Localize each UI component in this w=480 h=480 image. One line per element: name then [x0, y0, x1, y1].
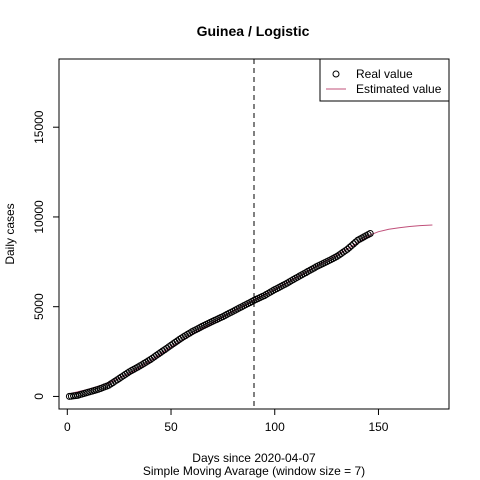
- real-value-series: [65, 230, 374, 400]
- legend-box: [319, 58, 450, 102]
- x-tick-label: 150: [368, 420, 388, 434]
- legend-real-marker: [332, 70, 340, 78]
- y-tick-label: 0: [32, 393, 46, 400]
- real-value-point: [350, 240, 358, 248]
- x-tick-label: 50: [164, 420, 178, 434]
- real-value-point: [366, 230, 374, 237]
- chart-title: Guinea / Logistic: [197, 23, 310, 39]
- y-axis-ticks: 0 5000 10000 15000: [32, 110, 59, 400]
- x-axis-label: Days since 2020-04-07: [192, 451, 316, 465]
- y-tick-label: 5000: [32, 293, 46, 320]
- x-tick-label: 0: [64, 420, 71, 434]
- real-value-point: [343, 245, 351, 253]
- y-tick-label: 10000: [32, 200, 46, 234]
- legend: Real value Estimated value: [319, 58, 450, 102]
- real-value-point: [345, 244, 353, 251]
- y-axis-label: Daily cases: [3, 203, 17, 264]
- x-axis-subtitle: Simple Moving Avarage (window size = 7): [143, 464, 365, 478]
- x-axis-ticks: 0 50 100 150: [64, 409, 389, 434]
- estimated-value-series: [69, 224, 433, 395]
- y-tick-label: 15000: [32, 110, 46, 144]
- estimated-value-line: [69, 224, 433, 395]
- x-tick-label: 100: [265, 420, 285, 434]
- real-value-point: [348, 242, 355, 250]
- legend-real-label: Real value: [356, 67, 413, 81]
- legend-estimated-label: Estimated value: [356, 82, 442, 96]
